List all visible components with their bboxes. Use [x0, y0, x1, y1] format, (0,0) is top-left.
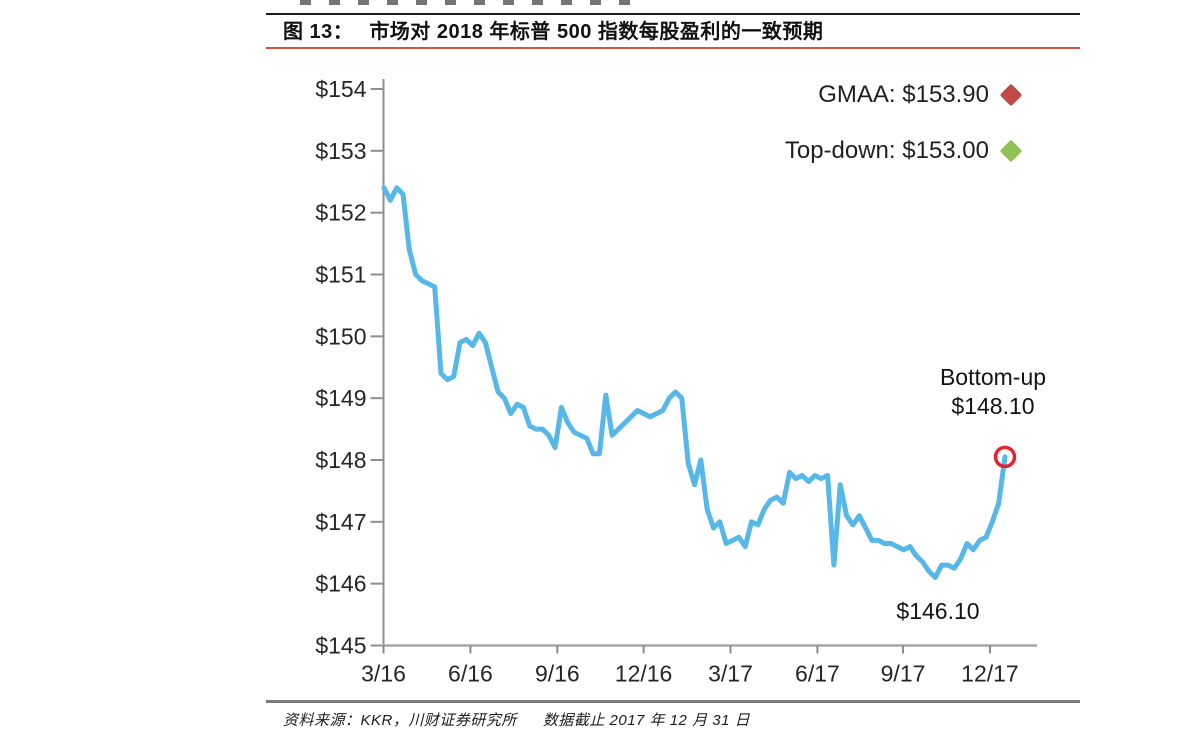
annotation-bottom-up-name: Bottom-up: [939, 364, 1047, 390]
eps-consensus-line: [381, 185, 1008, 580]
annotation-low-value: $146.10: [896, 598, 980, 624]
y-axis-label: $147: [315, 509, 366, 535]
x-axis-label: 12/17: [961, 661, 1019, 687]
gmaa-diamond-marker-icon: [999, 83, 1023, 107]
y-axis-label: $150: [315, 323, 366, 349]
y-axis-label: $146: [315, 571, 366, 597]
annotation-bottom-up-value: $148.10: [951, 393, 1035, 419]
clipped-header-text-fragment: [300, 0, 636, 5]
footer-rule: [266, 700, 1080, 703]
y-axis-label: $145: [315, 633, 366, 659]
x-axis-label: 3/16: [361, 661, 406, 687]
x-axis-label: 6/17: [795, 661, 840, 687]
legend-topdown-label: Top-down: $153.00: [784, 137, 989, 164]
x-axis-label: 9/16: [535, 661, 580, 687]
end-point-ring: [993, 445, 1017, 469]
x-axis-label: 3/17: [708, 661, 753, 687]
y-axis-label: $153: [315, 138, 366, 164]
x-axis-label: 6/16: [448, 661, 493, 687]
x-axis-label: 12/16: [615, 661, 673, 687]
y-axis-label: $149: [315, 385, 366, 411]
figure-title: 图 13： 市场对 2018 年标普 500 指数每股盈利的一致预期: [283, 19, 823, 45]
source-text: 资料来源：KKR，川财证券研究所: [283, 712, 517, 729]
legend-entry-topdown: Top-down: $153.00: [784, 137, 1023, 165]
annotation-bottom-up: Bottom-up $148.10: [887, 363, 1099, 421]
legend-gmaa-label: GMAA: $153.90: [818, 81, 989, 108]
y-axis-label: $151: [315, 262, 366, 288]
y-axis-label: $152: [315, 200, 366, 226]
legend-entry-gmaa: GMAA: $153.90: [818, 81, 1023, 109]
source-note: 资料来源：KKR，川财证券研究所 数据截止 2017 年 12 月 31 日: [283, 709, 750, 730]
figure-title-text: 市场对 2018 年标普 500 指数每股盈利的一致预期: [369, 21, 824, 43]
title-top-rule: [266, 13, 1080, 15]
figure-number-label: 图 13：: [283, 21, 354, 43]
data-cutoff-text: 数据截止 2017 年 12 月 31 日: [542, 712, 751, 729]
x-axis-label: 9/17: [881, 661, 926, 687]
y-axis-label: $154: [315, 76, 366, 102]
y-axis-label: $148: [315, 447, 366, 473]
title-accent-rule: [266, 47, 1080, 49]
topdown-diamond-marker-icon: [999, 139, 1023, 163]
